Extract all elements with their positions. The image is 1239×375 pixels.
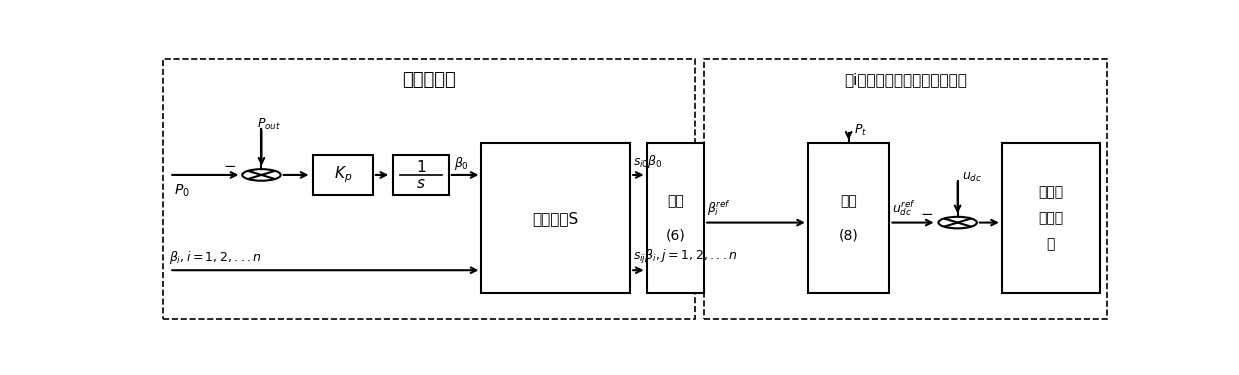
Text: 第i台光伏发电机的底层控制器: 第i台光伏发电机的底层控制器 [844,72,968,87]
Text: 高层控制器: 高层控制器 [403,70,456,88]
Bar [481,143,631,293]
Bar [1002,143,1100,293]
Text: $\beta_i, i=1,2,...n$: $\beta_i, i=1,2,...n$ [170,249,263,266]
Bar [313,155,373,195]
Text: $s_{i0}\beta_0$: $s_{i0}\beta_0$ [633,153,663,171]
Text: 制: 制 [1047,237,1054,251]
Circle shape [243,169,281,181]
Text: $P_0$: $P_0$ [173,183,190,199]
Text: $u_{dc}$: $u_{dc}$ [963,171,983,184]
Text: 电流控: 电流控 [1038,211,1063,225]
Text: $\beta_0$: $\beta_0$ [453,155,468,172]
Text: $P_{out}$: $P_{out}$ [256,117,281,132]
Text: 通信矩阵S: 通信矩阵S [533,211,579,226]
Bar [393,155,449,195]
Text: (6): (6) [665,229,685,243]
Text: 公式: 公式 [840,194,857,208]
Text: $\beta_i^{ref}$: $\beta_i^{ref}$ [707,198,731,218]
Text: $-$: $-$ [921,205,933,220]
Text: $s_{ij}\beta_i, j=1,2,...n$: $s_{ij}\beta_i, j=1,2,...n$ [633,248,737,266]
Bar [808,143,890,293]
Text: 逆变器: 逆变器 [1038,185,1063,199]
Circle shape [938,217,976,228]
Text: $-$: $-$ [223,158,237,172]
Text: $u_{dc}^{ref}$: $u_{dc}^{ref}$ [892,198,916,218]
Text: (8): (8) [839,229,859,243]
Text: $P_t$: $P_t$ [855,123,867,138]
Bar [647,143,704,293]
Bar [162,59,695,320]
Text: $K_p$: $K_p$ [335,165,352,185]
Text: 公式: 公式 [667,194,684,208]
Text: $1$: $1$ [416,159,426,175]
Text: $s$: $s$ [416,176,426,191]
Bar [704,59,1108,320]
